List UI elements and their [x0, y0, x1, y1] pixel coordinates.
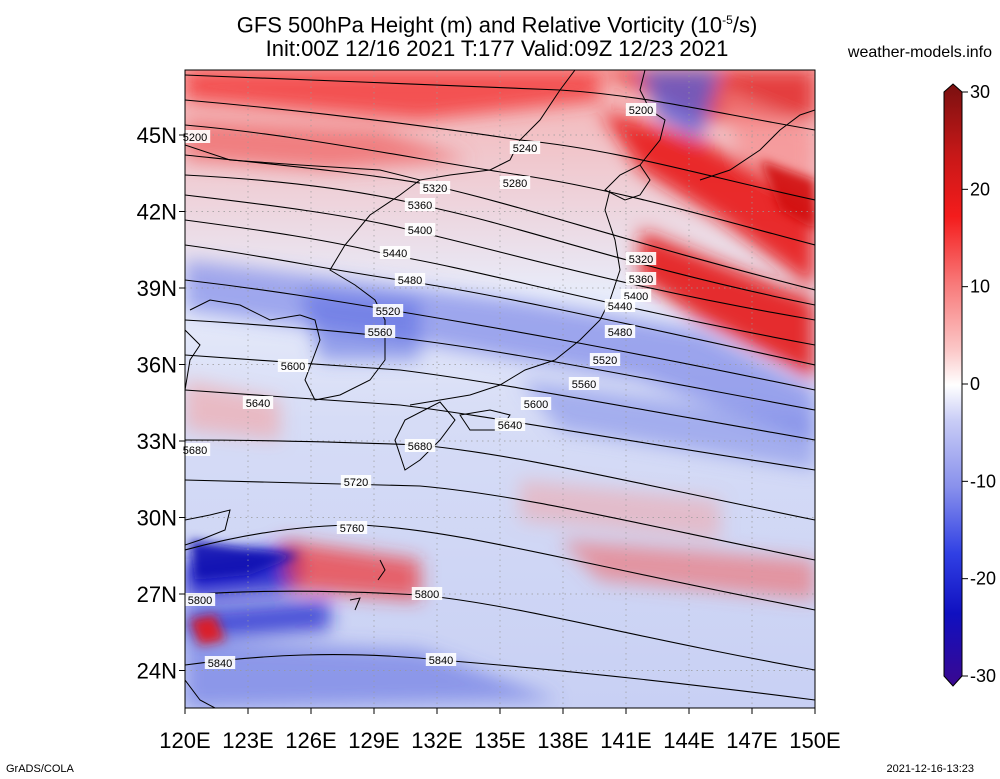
lon-label: 144E — [663, 728, 714, 753]
longitude-axis: 120E 123E 126E 129E 132E 135E 138E 141E 144E 147E… — [159, 708, 841, 753]
footer-timestamp: 2021-12-16-13:23 — [886, 763, 974, 775]
contour-label: 5360 — [625, 272, 657, 286]
contour-label: 5440 — [379, 246, 411, 260]
contour-label: 5800 — [184, 593, 216, 607]
svg-text:5840: 5840 — [208, 658, 232, 670]
svg-text:5200: 5200 — [629, 105, 653, 117]
colorbar-label: -10 — [970, 471, 996, 491]
lat-label: 36N — [137, 353, 177, 378]
colorbar-label: 20 — [970, 179, 990, 199]
svg-text:5680: 5680 — [408, 441, 432, 453]
lon-label: 126E — [285, 728, 336, 753]
svg-text:5800: 5800 — [415, 589, 439, 601]
height-contours — [185, 74, 815, 701]
contour-label: 5680 — [179, 443, 211, 457]
svg-text:5360: 5360 — [629, 274, 653, 286]
contour-label: 5520 — [372, 304, 404, 318]
svg-text:5240: 5240 — [513, 143, 537, 155]
source-credit: weather-models.info — [847, 44, 992, 61]
svg-text:5440: 5440 — [383, 248, 407, 260]
contour-label: 5360 — [404, 198, 436, 212]
svg-text:5520: 5520 — [593, 355, 617, 367]
lat-label: 39N — [137, 276, 177, 301]
lon-label: 147E — [726, 728, 777, 753]
svg-text:5280: 5280 — [503, 178, 527, 190]
contour-label: 5680 — [404, 439, 436, 453]
contour-label: 5480 — [604, 325, 636, 339]
contour-label: 5600 — [520, 397, 552, 411]
footer-credit: GrADS/COLA — [6, 763, 74, 775]
contour-label: 5640 — [494, 418, 526, 432]
svg-text:5640: 5640 — [498, 420, 522, 432]
lon-label: 150E — [789, 728, 840, 753]
lon-label: 120E — [159, 728, 210, 753]
svg-text:5320: 5320 — [629, 254, 653, 266]
svg-text:5840: 5840 — [429, 655, 453, 667]
contour-label: 5840 — [425, 653, 457, 667]
colorbar-label: 30 — [970, 82, 990, 102]
svg-text:5560: 5560 — [572, 379, 596, 391]
svg-text:5680: 5680 — [183, 445, 207, 457]
contour-label: 5400 — [404, 223, 436, 237]
contour-label: 5200 — [179, 130, 211, 144]
svg-text:5720: 5720 — [344, 477, 368, 489]
svg-text:5800: 5800 — [188, 595, 212, 607]
contour-label: 5440 — [604, 299, 636, 313]
contour-label: 5280 — [499, 176, 531, 190]
lat-label: 30N — [137, 506, 177, 531]
coastlines — [185, 70, 815, 708]
svg-text:5200: 5200 — [183, 132, 207, 144]
lon-label: 123E — [222, 728, 273, 753]
lon-label: 135E — [474, 728, 525, 753]
svg-text:5360: 5360 — [408, 200, 432, 212]
svg-text:5600: 5600 — [524, 399, 548, 411]
colorbar: 30 20 10 0 -10 -20 -30 — [943, 82, 996, 687]
contour-label: 5760 — [336, 521, 368, 535]
svg-text:5320: 5320 — [423, 183, 447, 195]
contour-label: 5480 — [394, 273, 426, 287]
lon-label: 132E — [411, 728, 462, 753]
svg-text:5440: 5440 — [608, 301, 632, 313]
contour-label: 5600 — [277, 359, 309, 373]
colorbar-label: 10 — [970, 277, 990, 297]
contour-label: 5640 — [242, 396, 274, 410]
lat-label: 45N — [137, 123, 177, 148]
contour-label: 5320 — [419, 181, 451, 195]
colorbar-scale — [943, 83, 963, 687]
colorbar-label: 0 — [970, 374, 980, 394]
lat-label: 24N — [137, 659, 177, 684]
lat-label: 27N — [137, 582, 177, 607]
svg-text:5760: 5760 — [340, 523, 364, 535]
contour-label: 5560 — [568, 377, 600, 391]
contour-label: 5200 — [625, 103, 657, 117]
svg-text:5520: 5520 — [376, 306, 400, 318]
contour-label: 5520 — [589, 353, 621, 367]
colorbar-label: -30 — [970, 666, 996, 686]
svg-text:5560: 5560 — [368, 327, 392, 339]
contour-label: 5320 — [625, 252, 657, 266]
contour-label: 5560 — [364, 325, 396, 339]
svg-text:5400: 5400 — [408, 225, 432, 237]
contour-label: 5720 — [340, 475, 372, 489]
chart-title-line2: Init:00Z 12/16 2021 T:177 Valid:09Z 12/2… — [265, 36, 729, 61]
latitude-axis: 45N 42N 39N 36N 33N 30N 27N 24N — [137, 123, 185, 684]
svg-text:5640: 5640 — [246, 398, 270, 410]
lon-label: 141E — [600, 728, 651, 753]
contour-label: 5240 — [509, 141, 541, 155]
contour-label: 5800 — [411, 587, 443, 601]
lat-label: 33N — [137, 429, 177, 454]
svg-text:5600: 5600 — [281, 361, 305, 373]
contour-labels: 5200524052805320536054005440548055205560… — [179, 103, 657, 670]
colorbar-label: -20 — [970, 569, 996, 589]
svg-text:5480: 5480 — [608, 327, 632, 339]
chart-title-line1: GFS 500hPa Height (m) and Relative Vorti… — [236, 12, 758, 38]
lon-label: 129E — [348, 728, 399, 753]
lat-label: 42N — [137, 200, 177, 225]
svg-text:5480: 5480 — [398, 275, 422, 287]
lon-label: 138E — [537, 728, 588, 753]
contour-label: 5840 — [204, 656, 236, 670]
colorbar-ticks: 30 20 10 0 -10 -20 -30 — [962, 82, 996, 686]
